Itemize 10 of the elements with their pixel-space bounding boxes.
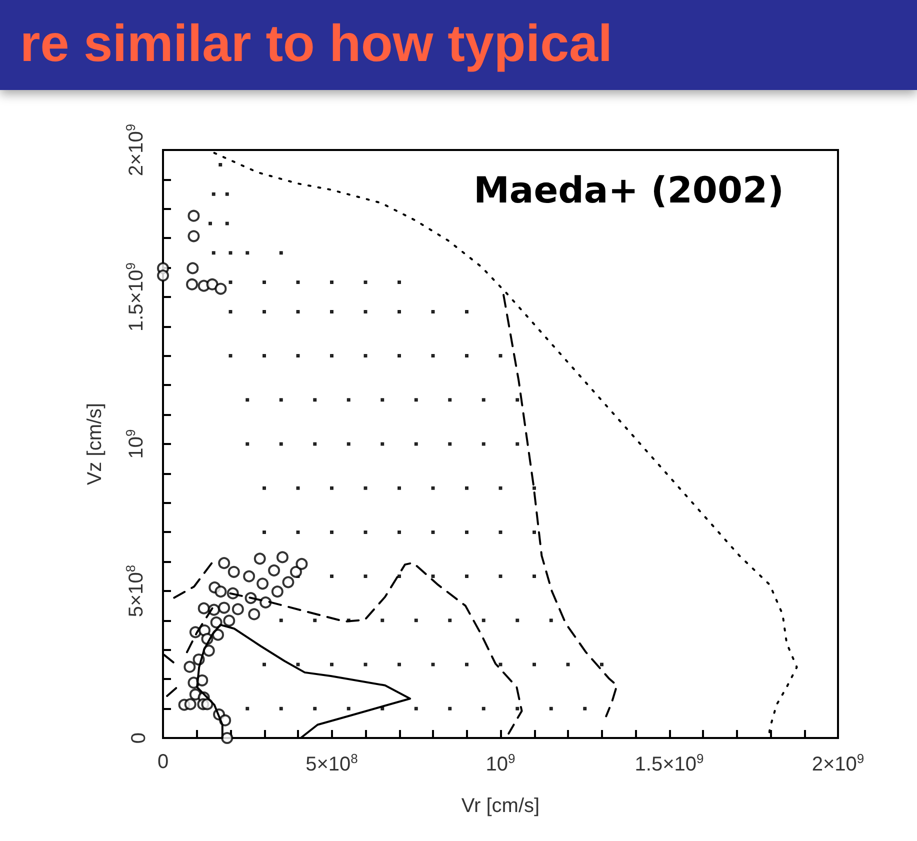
x-tick-label: 0 — [157, 751, 169, 773]
banner: re similar to how typical — [0, 0, 917, 90]
y-tick-label: 2×109 — [123, 124, 148, 176]
y-axis-title: Vz [cm/s] — [84, 402, 106, 486]
text: Maeda+ (2002) — [474, 170, 784, 212]
y-tick-label: 0 — [128, 732, 150, 744]
y-tick-label: 109 — [123, 429, 148, 459]
y-tick-label: 1.5×109 — [123, 262, 148, 332]
y-tick-label: 5×108 — [123, 564, 148, 618]
x-axis-title: Vr [cm/s] — [461, 795, 540, 817]
